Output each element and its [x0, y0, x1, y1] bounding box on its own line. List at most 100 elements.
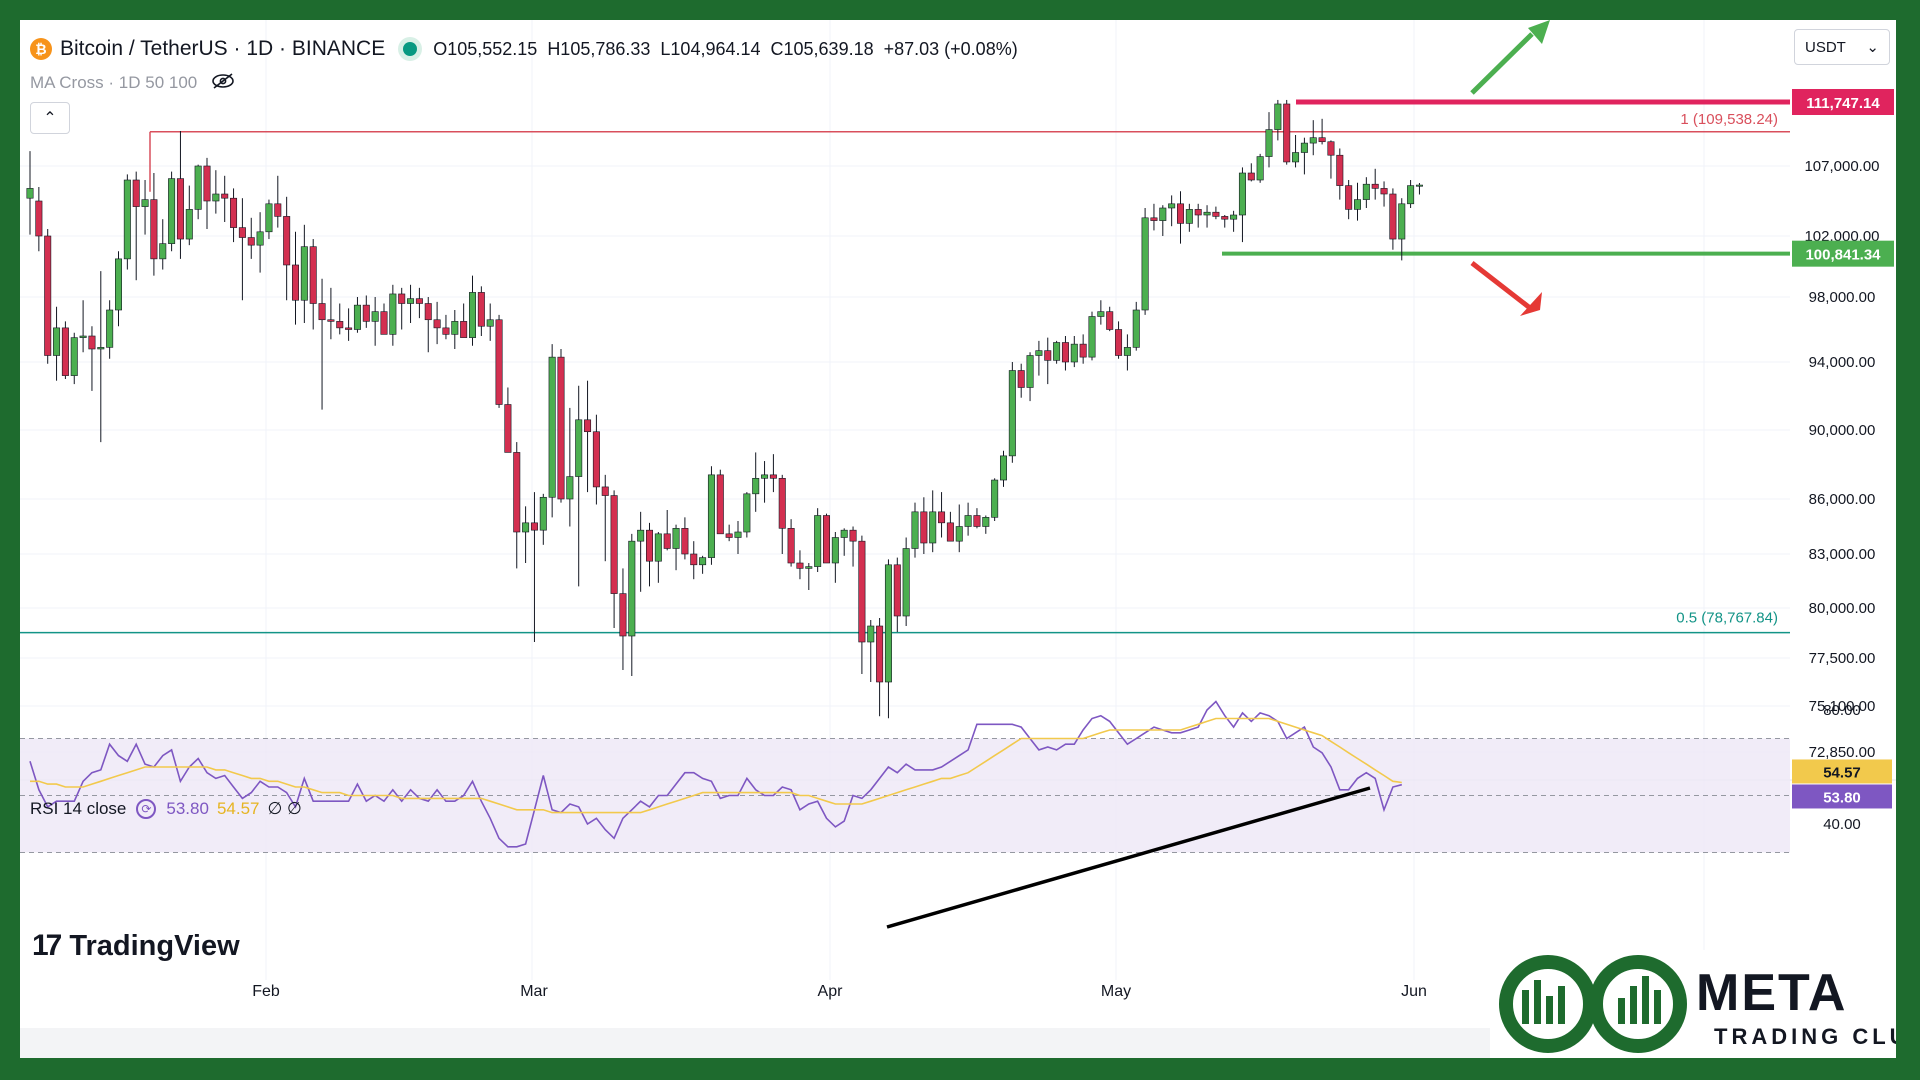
candle — [486, 303, 494, 341]
candle — [805, 563, 813, 590]
candle-body — [858, 540, 866, 643]
candle — [1318, 118, 1326, 145]
rsi-value: 53.80 — [166, 799, 209, 818]
candle — [389, 284, 397, 346]
candle-body — [44, 235, 52, 356]
candle — [194, 164, 202, 220]
candle-body — [743, 493, 751, 533]
candle — [1415, 182, 1423, 195]
price-tick-label: 80,000.00 — [1809, 600, 1876, 617]
candle — [1265, 112, 1273, 168]
candle-body — [566, 476, 574, 500]
candle — [1300, 137, 1308, 175]
bottom-bar — [20, 1028, 1490, 1058]
candle — [1132, 301, 1140, 351]
candle — [159, 219, 167, 270]
candle — [929, 490, 937, 553]
candle-body — [681, 528, 689, 555]
candle-body — [345, 327, 353, 330]
candle-body — [849, 529, 857, 542]
candle-body — [283, 216, 291, 266]
candle — [699, 555, 707, 574]
candle-body — [672, 528, 680, 549]
candle — [1088, 311, 1096, 361]
candle — [884, 559, 892, 719]
candle — [1407, 180, 1415, 208]
candle-body — [707, 474, 715, 558]
candle-body — [592, 431, 600, 488]
candle — [814, 508, 822, 572]
rsi-label[interactable]: RSI 14 close — [30, 799, 127, 818]
candle — [1371, 168, 1379, 200]
candle-body — [1115, 329, 1123, 356]
candle-body — [840, 529, 848, 538]
candle — [123, 174, 131, 270]
bitcoin-icon: ₿ — [30, 38, 52, 60]
candle — [336, 303, 344, 335]
candle — [61, 321, 69, 379]
candle-body — [982, 517, 990, 527]
candle-body — [1256, 156, 1264, 181]
infinity-chart-icon — [1499, 955, 1687, 1053]
fib-0.5-label: 0.5 (78,767.84) — [1676, 610, 1778, 627]
candle-body — [88, 335, 96, 350]
candle — [132, 171, 140, 281]
price-tick-label: 72,850.00 — [1809, 744, 1876, 761]
candle — [44, 229, 52, 364]
ohlc-open: O105,552.15 — [433, 38, 538, 59]
candle — [26, 151, 34, 235]
candle — [1035, 340, 1043, 376]
rsi-trendline — [886, 786, 1371, 929]
candle — [176, 130, 184, 259]
candle — [141, 180, 149, 235]
candle — [256, 212, 264, 273]
candle — [283, 196, 291, 301]
candle — [1292, 134, 1300, 168]
candle — [973, 508, 981, 529]
symbol-title[interactable]: Bitcoin / TetherUS · 1D · BINANCE — [60, 37, 386, 60]
candle-body — [601, 486, 609, 496]
price-tick-label: 77,500.00 — [1809, 650, 1876, 667]
candle-body — [690, 553, 698, 566]
fib-1-label: 1 (109,538.24) — [1680, 111, 1778, 128]
price-tick-label: 86,000.00 — [1809, 491, 1876, 508]
candle — [1238, 167, 1246, 243]
candle-body — [1194, 209, 1202, 216]
candle-body — [35, 200, 43, 237]
currency-label: USDT — [1805, 38, 1846, 56]
candle — [999, 450, 1007, 487]
candle-body — [1415, 184, 1423, 187]
candle — [796, 550, 804, 580]
candle-body — [1274, 103, 1282, 130]
candle — [424, 297, 432, 353]
candle-body — [557, 356, 565, 500]
candle-body — [893, 564, 901, 617]
candle-body — [309, 246, 317, 304]
candle-body — [769, 474, 777, 479]
candle — [1106, 306, 1114, 332]
ma-cross-indicator-label[interactable]: MA Cross · 1D 50 100 — [30, 73, 198, 92]
collapse-legend-button[interactable]: ⌃ — [30, 102, 70, 134]
candle-body — [1389, 193, 1397, 240]
refresh-icon[interactable]: ⟳ — [136, 799, 157, 819]
chart-canvas[interactable]: 1 (109,538.24) 0.5 (78,767.84) 107,000.00 1… — [20, 20, 1896, 1058]
ohlc-change: +87.03 (+0.08%) — [883, 38, 1018, 59]
candle-body — [1185, 209, 1193, 224]
candle — [53, 306, 61, 381]
candle — [88, 326, 96, 391]
candle-body — [831, 537, 839, 564]
candle-body — [185, 209, 193, 240]
candle-body — [1008, 370, 1016, 457]
candle-body — [610, 495, 618, 594]
candle — [867, 620, 875, 682]
candle-body — [61, 327, 69, 376]
candle — [1123, 334, 1131, 371]
candle-body — [938, 511, 946, 524]
candle — [460, 303, 468, 338]
candle — [548, 344, 556, 518]
candle-body — [380, 311, 388, 335]
candle-body — [716, 474, 724, 535]
eye-off-icon[interactable] — [211, 72, 235, 95]
candle — [468, 275, 476, 346]
currency-select[interactable]: USDT ⌄ — [1794, 29, 1890, 65]
